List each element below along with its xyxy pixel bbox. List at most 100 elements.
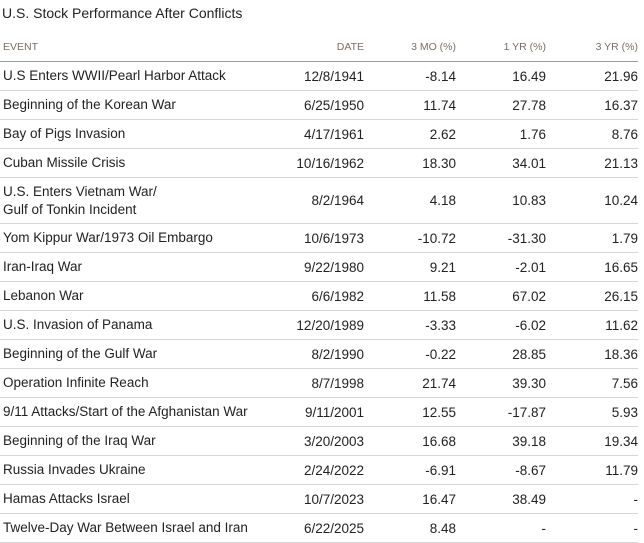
event-cell: Yom Kippur War/1973 Oil Embargo xyxy=(0,223,268,253)
event-name: Cuban Missile Crisis xyxy=(3,155,126,170)
return-1yr-cell: 27.78 xyxy=(456,90,546,120)
return-1yr-cell: -31.30 xyxy=(456,223,546,253)
return-1yr-cell: 1.76 xyxy=(456,119,546,149)
date-cell: 9/22/1980 xyxy=(268,252,364,282)
date-cell: 12/20/1989 xyxy=(268,310,364,340)
return-3yr-cell: 11.62 xyxy=(546,310,638,340)
event-name: Beginning of the Gulf War xyxy=(3,346,158,361)
return-1yr-cell: 10.83 xyxy=(456,177,546,224)
event-name: U.S. Invasion of Panama xyxy=(3,317,153,332)
return-1yr-cell: 39.18 xyxy=(456,426,546,456)
return-3mo-cell: -10.72 xyxy=(364,223,456,253)
return-3mo-cell: 11.58 xyxy=(364,281,456,311)
column-header-1yr: 1 YR (%) xyxy=(456,32,546,62)
event-cell: Lebanon War xyxy=(0,281,268,311)
performance-table: EVENT DATE 3 MO (%) 1 YR (%) 3 YR (%) U.… xyxy=(0,32,638,543)
date-cell: 6/25/1950 xyxy=(268,90,364,120)
table-row: Yom Kippur War/1973 Oil Embargo 10/6/1973… xyxy=(0,223,638,253)
table-row: Lebanon War 6/6/1982 11.58 67.02 26.15 xyxy=(0,281,638,311)
return-3mo-cell: 18.30 xyxy=(364,148,456,178)
event-name: Lebanon War xyxy=(3,288,84,303)
event-name: Beginning of the Korean War xyxy=(3,97,176,112)
return-1yr-cell: -17.87 xyxy=(456,397,546,427)
return-3yr-cell: 21.96 xyxy=(546,61,638,91)
table-row: Hamas Attacks Israel 10/7/2023 16.47 38.49- xyxy=(0,484,638,514)
date-cell: 6/6/1982 xyxy=(268,281,364,311)
return-3yr-cell: - xyxy=(546,484,638,514)
column-header-3mo: 3 MO (%) xyxy=(364,32,456,62)
table-row: Cuban Missile Crisis 10/16/1962 18.30 34.01… xyxy=(0,148,638,178)
date-cell: 10/6/1973 xyxy=(268,223,364,253)
event-name: 9/11 Attacks/Start of the Afghanistan Wa… xyxy=(3,404,248,419)
return-1yr-cell: 39.30 xyxy=(456,368,546,398)
table-row: Beginning of the Korean War 6/25/1950 11.7… xyxy=(0,90,638,120)
date-cell: 8/7/1998 xyxy=(268,368,364,398)
column-header-3yr: 3 YR (%) xyxy=(546,32,638,62)
return-1yr-cell: 38.49 xyxy=(456,484,546,514)
table-row: Russia Invades Ukraine 2/24/2022 -6.91 -8.6… xyxy=(0,455,638,485)
return-3mo-cell: 21.74 xyxy=(364,368,456,398)
table-row: Bay of Pigs Invasion 4/17/1961 2.62 1.76 8.7… xyxy=(0,119,638,149)
event-cell: Hamas Attacks Israel xyxy=(0,484,268,514)
column-header-event: EVENT xyxy=(0,32,268,62)
return-3mo-cell: 12.55 xyxy=(364,397,456,427)
return-3yr-cell: 5.93 xyxy=(546,397,638,427)
return-1yr-cell: -6.02 xyxy=(456,310,546,340)
event-cell: Beginning of the Korean War xyxy=(0,90,268,120)
date-cell: 6/22/2025 xyxy=(268,513,364,543)
return-3mo-cell: 16.68 xyxy=(364,426,456,456)
return-3yr-cell: - xyxy=(546,513,638,543)
return-3yr-cell: 26.15 xyxy=(546,281,638,311)
event-cell: Beginning of the Gulf War xyxy=(0,339,268,369)
return-3mo-cell: 9.21 xyxy=(364,252,456,282)
event-cell: Iran-Iraq War xyxy=(0,252,268,282)
table-header: EVENT DATE 3 MO (%) 1 YR (%) 3 YR (%) xyxy=(0,32,638,62)
return-3mo-cell: -0.22 xyxy=(364,339,456,369)
return-3yr-cell: 18.36 xyxy=(546,339,638,369)
return-1yr-cell: 67.02 xyxy=(456,281,546,311)
return-3mo-cell: 8.48 xyxy=(364,513,456,543)
return-3yr-cell: 1.79 xyxy=(546,223,638,253)
table-row: 9/11 Attacks/Start of the Afghanistan Wa… xyxy=(0,397,638,427)
return-1yr-cell: -8.67 xyxy=(456,455,546,485)
table-row: Twelve-Day War Between Israel and Iran 6/… xyxy=(0,513,638,543)
event-cell: U.S Enters WWII/Pearl Harbor Attack xyxy=(0,61,268,91)
table-body: U.S Enters WWII/Pearl Harbor Attack 12/8/… xyxy=(0,61,638,543)
event-cell: U.S. Enters Vietnam War/Gulf of Tonkin I… xyxy=(0,177,268,224)
return-1yr-cell: 28.85 xyxy=(456,339,546,369)
event-cell: Beginning of the Iraq War xyxy=(0,426,268,456)
event-name-line2: Gulf of Tonkin Incident xyxy=(3,201,137,217)
return-3yr-cell: 16.37 xyxy=(546,90,638,120)
event-name: U.S Enters WWII/Pearl Harbor Attack xyxy=(3,68,226,83)
date-cell: 9/11/2001 xyxy=(268,397,364,427)
return-3yr-cell: 10.24 xyxy=(546,177,638,224)
table-row: U.S. Invasion of Panama 12/20/1989 -3.33 -6… xyxy=(0,310,638,340)
column-header-date: DATE xyxy=(268,32,364,62)
return-1yr-cell: 34.01 xyxy=(456,148,546,178)
return-3yr-cell: 21.13 xyxy=(546,148,638,178)
date-cell: 12/8/1941 xyxy=(268,61,364,91)
event-cell: U.S. Invasion of Panama xyxy=(0,310,268,340)
date-cell: 2/24/2022 xyxy=(268,455,364,485)
date-cell: 10/7/2023 xyxy=(268,484,364,514)
table-row: Operation Infinite Reach 8/7/1998 21.74 39.… xyxy=(0,368,638,398)
event-name: Bay of Pigs Invasion xyxy=(3,126,126,141)
event-cell: Twelve-Day War Between Israel and Iran xyxy=(0,513,268,543)
event-cell: Russia Invades Ukraine xyxy=(0,455,268,485)
date-cell: 8/2/1964 xyxy=(268,177,364,224)
header-row: EVENT DATE 3 MO (%) 1 YR (%) 3 YR (%) xyxy=(0,32,638,62)
date-cell: 4/17/1961 xyxy=(268,119,364,149)
return-3mo-cell: -8.14 xyxy=(364,61,456,91)
return-3mo-cell: 11.74 xyxy=(364,90,456,120)
event-name: Twelve-Day War Between Israel and Iran xyxy=(3,520,248,535)
return-3yr-cell: 19.34 xyxy=(546,426,638,456)
return-1yr-cell: - xyxy=(456,513,546,543)
event-name: Beginning of the Iraq War xyxy=(3,433,156,448)
table-row: Beginning of the Gulf War 8/2/1990 -0.22 28… xyxy=(0,339,638,369)
event-name: Operation Infinite Reach xyxy=(3,375,149,390)
return-3yr-cell: 16.65 xyxy=(546,252,638,282)
return-3mo-cell: -6.91 xyxy=(364,455,456,485)
return-1yr-cell: 16.49 xyxy=(456,61,546,91)
event-cell: Cuban Missile Crisis xyxy=(0,148,268,178)
